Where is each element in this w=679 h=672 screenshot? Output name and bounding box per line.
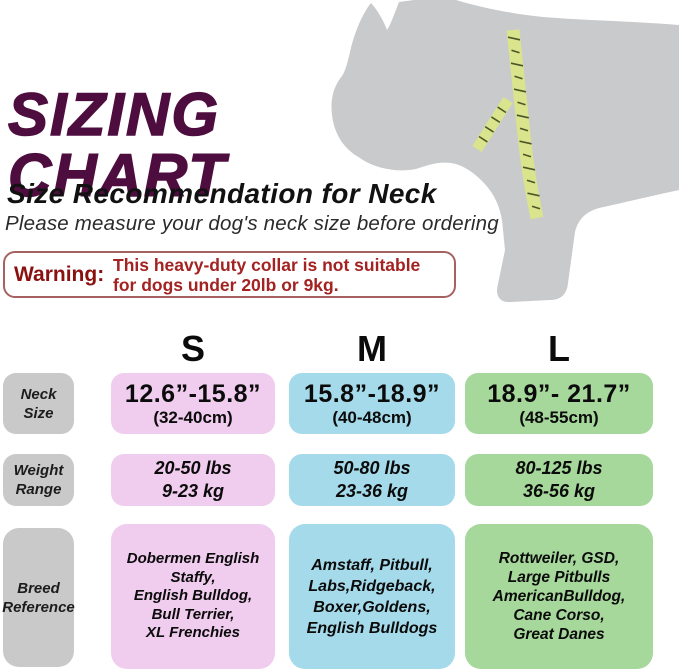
neck-size-value-l: 18.9”- 21.7” [487,379,631,408]
weight-value-s: 20-50 lbs 9-23 kg [154,458,232,501]
dog-body-silhouette [331,0,679,303]
weight-value-l: 80-125 lbs 36-56 kg [515,458,603,501]
warning-label: Warning: [14,262,105,286]
cell-neck-m: 15.8”-18.9” (40-48cm) [289,373,455,434]
tape-tick-marks [478,36,541,210]
row-label-neck-size: Neck Size [3,373,74,434]
neck-size-cm-l: (48-55cm) [519,407,599,427]
neck-size-cm-m: (40-48cm) [332,407,412,427]
warning-message: This heavy-duty collar is not suitable f… [113,254,421,295]
neck-size-value-s: 12.6”-15.8” [124,379,262,408]
neck-size-cm-s: (32-40cm) [153,407,233,427]
measuring-tape-icon [472,29,544,220]
page-title: SIZING CHART [7,81,227,210]
cell-neck-s: 12.6”-15.8” (32-40cm) [111,373,275,434]
cell-neck-l: 18.9”- 21.7” (48-55cm) [465,373,653,434]
cell-weight-m: 50-80 lbs 23-36 kg [289,454,455,506]
cell-breed-s: Dobermen English Staffy, English Bulldog… [111,524,275,669]
measure-note: Please measure your dog's neck size befo… [5,212,499,235]
cell-weight-s: 20-50 lbs 9-23 kg [111,454,275,506]
subtitle: Size Recommendation for Neck [7,178,437,209]
cell-weight-l: 80-125 lbs 36-56 kg [465,454,653,506]
dog-silhouette-illustration [331,0,679,303]
page-title-line-2: CHART [7,142,227,210]
cell-breed-m: Amstaff, Pitbull, Labs,Ridgeback, Boxer,… [289,524,455,669]
size-header-m: M [357,328,387,369]
breed-list-m: Amstaff, Pitbull, Labs,Ridgeback, Boxer,… [306,556,438,637]
row-label-breed-reference: Breed Reference [2,528,75,667]
breed-list-s: Dobermen English Staffy, English Bulldog… [126,550,260,642]
size-header-s: S [180,328,205,369]
cell-breed-l: Rottweiler, GSD, Large Pitbulls American… [465,524,653,669]
size-header-l: L [548,328,570,369]
warning-box: Warning: This heavy-duty collar is not s… [3,251,456,298]
row-label-weight-range: Weight Range [3,454,74,506]
weight-value-m: 50-80 lbs 23-36 kg [333,458,411,501]
page-title-line-1: SIZING [7,81,221,149]
breed-list-l: Rottweiler, GSD, Large Pitbulls American… [492,550,626,643]
neck-size-value-m: 15.8”-18.9” [303,379,441,408]
